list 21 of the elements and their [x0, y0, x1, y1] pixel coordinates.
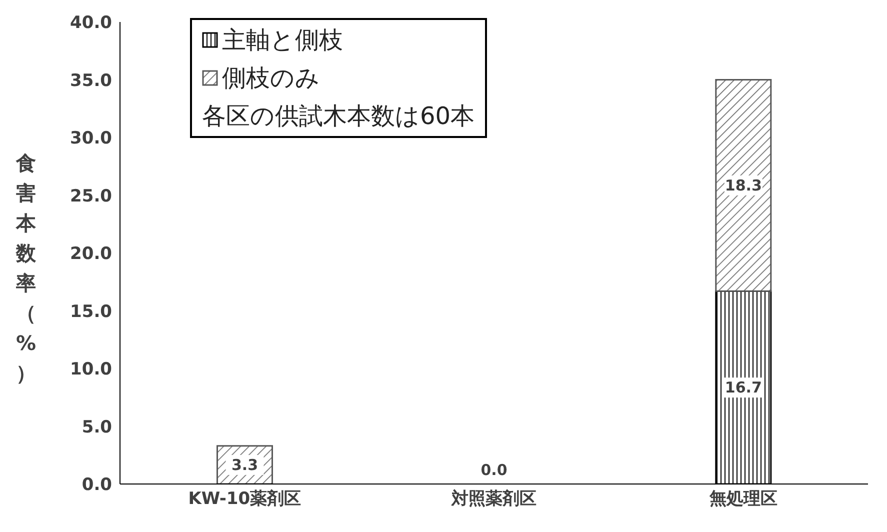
- y-tick-label: 20.0: [70, 244, 112, 264]
- y-tick-label: 25.0: [70, 186, 112, 206]
- data-label: 16.7: [724, 378, 762, 397]
- annotation: 各区の供試木本数は60本: [202, 101, 475, 132]
- legend-label: 主軸と側枝: [222, 25, 343, 56]
- x-tick-label: KW-10薬剤区: [188, 489, 302, 510]
- bar: [715, 79, 772, 292]
- data-label: 18.3: [724, 176, 762, 194]
- y-tick-label: 0.0: [82, 475, 112, 496]
- y-tick-label: 10.0: [70, 360, 112, 380]
- y-axis-title: 食害本数率（%）: [16, 150, 36, 387]
- y-tick-label: 15.0: [70, 302, 112, 322]
- y-tick-label: 35.0: [70, 70, 112, 91]
- y-tick-label: 5.0: [82, 417, 112, 438]
- x-tick-label: 対照薬剤区: [450, 489, 536, 510]
- y-tick-label: 40.0: [70, 13, 112, 34]
- y-tick-label: 30.0: [70, 128, 112, 149]
- data-label: 3.3: [231, 456, 258, 474]
- data-label: 0.0: [480, 461, 508, 479]
- legend-label: 側枝のみ: [222, 63, 320, 94]
- x-tick-label: 無処理区: [708, 489, 778, 510]
